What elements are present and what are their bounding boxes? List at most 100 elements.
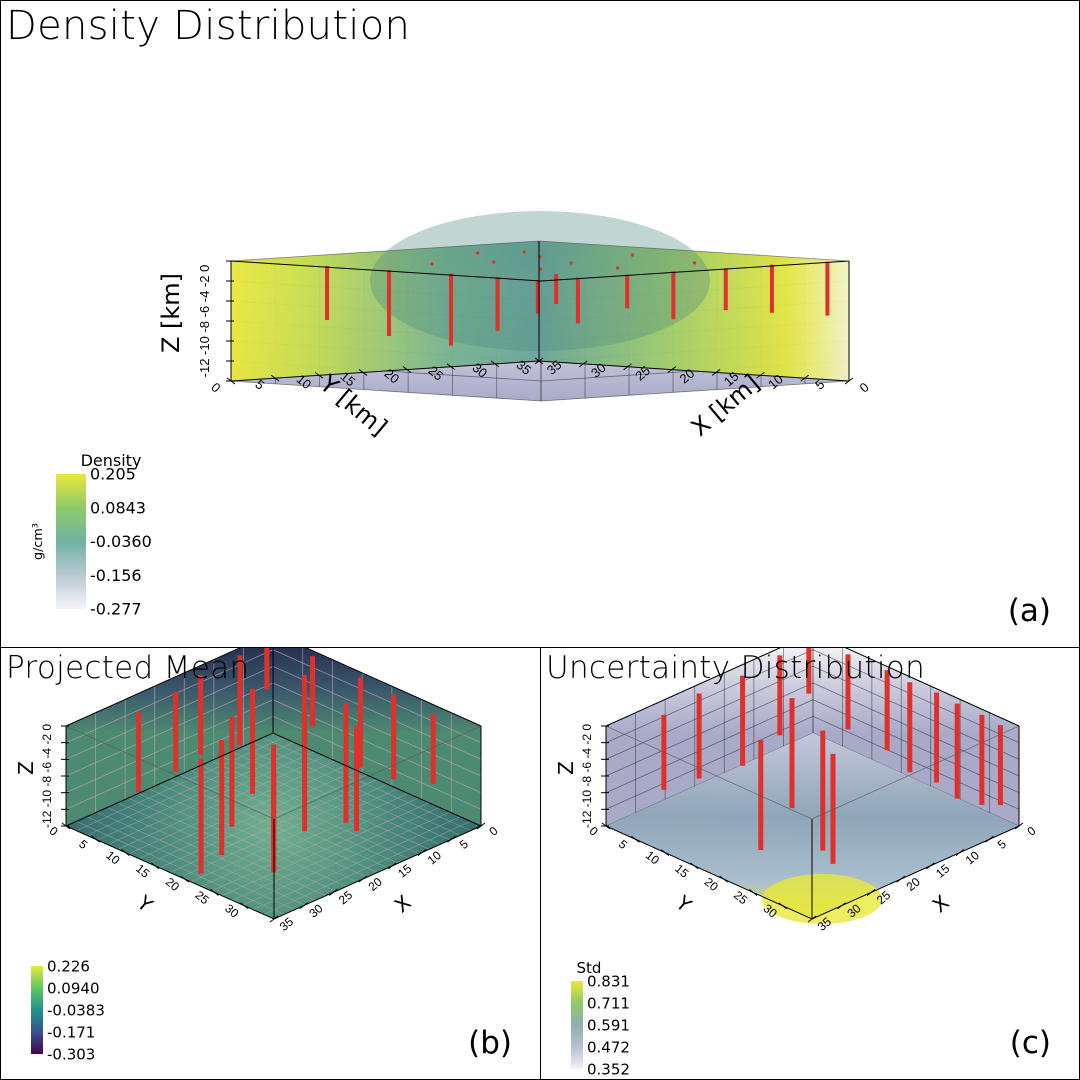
x-tick-label: 5 xyxy=(457,837,471,852)
panel-label: (a) xyxy=(1007,593,1051,629)
floor-grid-line xyxy=(201,793,409,887)
wall-grid-line xyxy=(230,380,850,402)
wall-grid-line xyxy=(605,715,1020,810)
floor-grid-line xyxy=(232,807,440,901)
x-tick-mark xyxy=(896,875,906,883)
floor-grid-line xyxy=(159,783,368,878)
floor-grid-line xyxy=(242,811,450,906)
y-axis-label: Y xyxy=(671,890,697,917)
back-wall-x xyxy=(273,648,481,826)
z-axis-label: Z xyxy=(554,761,578,775)
x-tick-mark xyxy=(476,822,486,830)
y-tick-label: 20 xyxy=(702,875,721,895)
x-tick-mark xyxy=(299,902,308,910)
colorbar-unit: g/cm³ xyxy=(31,523,46,560)
y-tick-label: 15 xyxy=(133,861,152,881)
x-tick-mark xyxy=(955,849,965,856)
colorbar-tick-label: -0.0360 xyxy=(90,532,152,551)
y-tick-mark xyxy=(446,363,456,371)
floor-grid-line xyxy=(127,797,337,892)
colorbar-tick-label: -0.303 xyxy=(47,1045,95,1063)
x-tick-mark xyxy=(756,371,765,379)
x-tick-label: 30 xyxy=(306,901,325,921)
colorbar-tick-label: 0.0940 xyxy=(47,979,100,997)
y-tick-label: 15 xyxy=(672,861,691,881)
y-axis-label: Y xyxy=(132,890,158,917)
well-head xyxy=(693,261,697,265)
x-tick-mark xyxy=(358,875,368,883)
floor-grid-line xyxy=(138,793,347,887)
colorbar-tick-label: -0.277 xyxy=(90,600,142,619)
y-tick-mark xyxy=(91,835,101,843)
x-tick-mark xyxy=(711,369,721,376)
x-tick-label: 10 xyxy=(963,848,982,868)
y-tick-mark xyxy=(402,366,412,373)
z-tick-labels: -12 -10 -8 -6 -4 -2 0 xyxy=(40,724,54,828)
colorbar-tick-label: -0.0383 xyxy=(47,1001,105,1019)
x-tick-mark xyxy=(417,849,427,856)
colorbar-tick-label: 0.472 xyxy=(587,1038,630,1056)
x-tick-mark xyxy=(623,363,632,371)
well-head xyxy=(538,267,543,271)
floor-grid-line xyxy=(190,788,398,883)
y-tick-mark xyxy=(180,875,190,883)
y-tick-label: 10 xyxy=(103,848,122,868)
z-tick-labels: -12 -10 -8 -6 -4 -2 0 xyxy=(580,724,594,828)
floor-grid-line xyxy=(107,807,316,901)
panel-title: Projected Mean xyxy=(6,650,250,686)
well-head xyxy=(569,261,573,265)
colorbar xyxy=(571,981,583,1069)
y-tick-mark xyxy=(660,849,670,856)
z-axis-label: Z xyxy=(14,761,38,775)
back-wall-x xyxy=(813,648,1019,826)
x-tick-label: 25 xyxy=(336,888,355,908)
y-tick-mark xyxy=(239,902,249,910)
y-tick-mark xyxy=(631,835,640,843)
x-axis-label: X xyxy=(390,890,416,917)
y-tick-label: 30 xyxy=(222,901,241,921)
frame-top-edge xyxy=(65,648,482,727)
colorbar-tick-label: 0.831 xyxy=(587,972,630,990)
panel-label: (b) xyxy=(468,1025,512,1061)
floor-grid-line xyxy=(221,802,430,897)
colorbar xyxy=(31,966,43,1054)
wall-grid-line xyxy=(605,649,1020,744)
x-tick-label: 0 xyxy=(857,379,872,395)
back-wall-y xyxy=(606,648,813,826)
colorbar-tick-label: -0.171 xyxy=(47,1023,95,1041)
floor-grid-line xyxy=(263,821,471,915)
floor-grid-line xyxy=(253,816,461,911)
x-tick-label: 20 xyxy=(366,874,385,894)
panel-title: Density Distribution xyxy=(6,3,411,49)
y-tick-mark xyxy=(314,371,324,379)
colorbar-title: Density xyxy=(81,451,142,470)
std-peak xyxy=(762,874,882,924)
wall-grid-line xyxy=(605,682,1020,777)
colorbar-tick-label: 0.205 xyxy=(90,465,136,484)
well-head xyxy=(476,251,480,255)
y-tick-label: 25 xyxy=(731,888,750,908)
frame-top-edge xyxy=(230,260,850,282)
colorbar-tick-label: 0.0843 xyxy=(90,498,146,517)
x-tick-label: 10 xyxy=(425,848,444,868)
panel-density-distribution: 0 5 10 15 20 25 30 35 0 5 10 15 20 25 30 35 -12 -10 -8 -… xyxy=(0,0,1080,648)
panel-title: Uncertainty Distribution xyxy=(546,650,926,686)
frame-top-edge xyxy=(605,648,1020,727)
x-tick-mark xyxy=(667,366,677,373)
colorbar-tick-label: 0.591 xyxy=(587,1016,630,1034)
y-tick-mark xyxy=(270,374,280,382)
x-tick-label: 15 xyxy=(933,861,952,881)
y-tick-mark xyxy=(358,369,368,376)
x-tick-mark xyxy=(1014,822,1024,830)
z-tick-labels: -12 -10 -8 -6 -4 -2 0 xyxy=(197,265,212,378)
x-tick-label: 15 xyxy=(395,861,414,881)
y-tick-label: 5 xyxy=(616,837,630,852)
colorbar-tick-label: 0.352 xyxy=(587,1060,630,1078)
x-tick-label: 20 xyxy=(904,874,923,894)
panel-uncertainty-distribution: 0 5 10 15 20 25 30 0 5 10 15 20 25 30 35 -12 -10 -8 -6 … xyxy=(540,647,1080,1080)
y-tick-label: 25 xyxy=(193,888,212,908)
well-head xyxy=(522,250,526,254)
x-axis-label: X xyxy=(928,890,954,917)
